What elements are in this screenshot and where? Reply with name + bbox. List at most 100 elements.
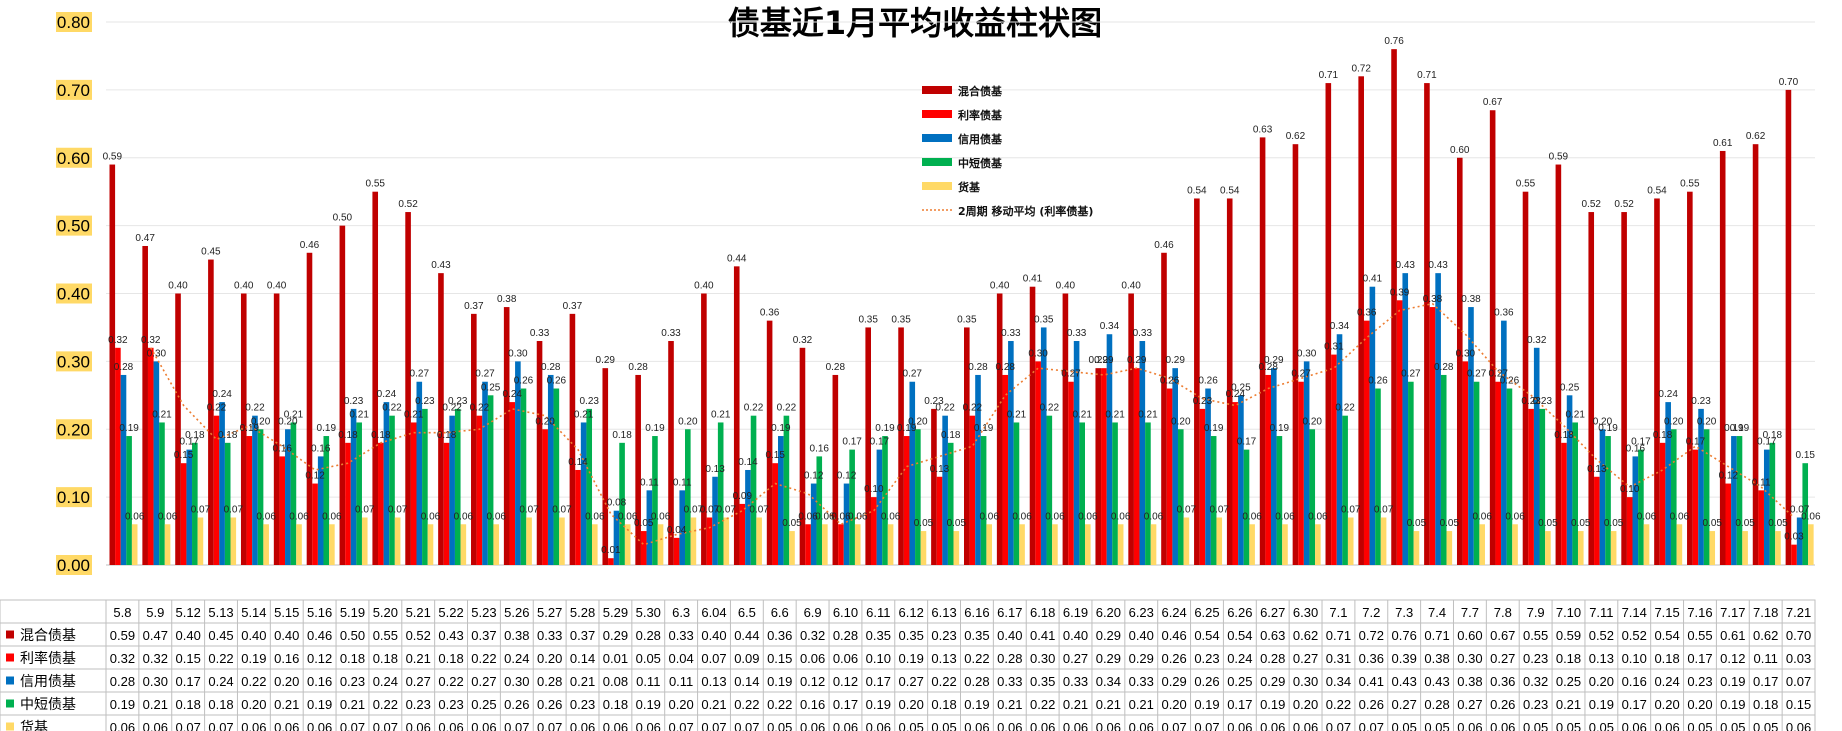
bar <box>186 449 193 565</box>
data-label: 0.33 <box>530 328 550 339</box>
data-label: 0.20 <box>535 416 555 427</box>
x-tick-label: 6.12 <box>899 605 924 620</box>
bar <box>1512 524 1518 565</box>
bar <box>1495 381 1502 565</box>
bar <box>1522 191 1529 565</box>
bar <box>1270 368 1277 565</box>
bar <box>1528 408 1534 565</box>
bar <box>1232 402 1239 565</box>
bar <box>257 429 264 565</box>
data-label: 0.07 <box>717 504 737 515</box>
table-cell: 0.05 <box>1687 720 1712 731</box>
table-cell: 0.46 <box>1161 628 1186 643</box>
x-tick-label: 5.14 <box>241 605 266 620</box>
bar <box>1479 524 1485 565</box>
legend-label: 信用债基 <box>958 132 1003 146</box>
table-cell: 0.29 <box>603 628 628 643</box>
bar <box>1331 354 1337 565</box>
table-cell: 0.76 <box>1392 628 1417 643</box>
x-tick-label: 5.15 <box>274 605 299 620</box>
table-cell: 0.20 <box>241 697 266 712</box>
bar <box>1796 517 1803 565</box>
table-cell: 0.22 <box>767 697 792 712</box>
table-cell: 0.38 <box>504 628 529 643</box>
data-label: 0.38 <box>1461 294 1481 305</box>
x-tick-label: 5.12 <box>176 605 201 620</box>
data-label: 0.05 <box>1735 518 1755 529</box>
bar <box>471 313 477 565</box>
data-label: 0.16 <box>810 443 830 454</box>
data-label: 0.12 <box>837 471 857 482</box>
data-label: 0.05 <box>1768 518 1788 529</box>
bar <box>1506 388 1513 565</box>
table-cell: 0.05 <box>767 720 792 731</box>
data-label: 0.45 <box>201 247 221 258</box>
bar <box>602 368 609 565</box>
data-label: 0.55 <box>365 179 385 190</box>
table-cell: 0.05 <box>1720 720 1745 731</box>
y-tick-highlight <box>56 283 92 304</box>
data-label: 0.07 <box>355 504 375 515</box>
y-tick-label: 0.00 <box>57 556 90 575</box>
data-label: 0.06 <box>322 511 342 522</box>
data-label: 0.19 <box>897 423 917 434</box>
table-cell: 0.21 <box>340 697 365 712</box>
bar <box>131 524 138 565</box>
x-tick-label: 7.14 <box>1622 605 1647 620</box>
data-label: 0.07 <box>749 504 769 515</box>
data-label: 0.23 <box>344 396 364 407</box>
table-cell: 0.07 <box>1194 720 1219 731</box>
data-label: 0.11 <box>1752 477 1771 488</box>
legend-swatch <box>922 134 952 142</box>
table-cell: 0.26 <box>1490 697 1515 712</box>
bar <box>180 463 187 565</box>
data-label: 0.32 <box>141 335 161 346</box>
data-label: 0.06 <box>1078 511 1098 522</box>
table-cell: 0.26 <box>1359 697 1384 712</box>
data-label: 0.22 <box>744 403 764 414</box>
bar <box>1709 531 1716 565</box>
table-cell: 0.33 <box>1063 674 1088 689</box>
bar <box>1489 110 1496 566</box>
bar <box>1725 483 1732 565</box>
bar <box>816 456 823 565</box>
table-cell: 0.07 <box>176 720 201 731</box>
bar <box>903 436 910 565</box>
bar <box>996 293 1003 565</box>
bar <box>1643 524 1650 565</box>
bar <box>1659 442 1666 565</box>
bar <box>372 191 379 565</box>
table-cell: 0.19 <box>1720 697 1745 712</box>
table-cell: 0.34 <box>1096 674 1121 689</box>
legend-label: 2周期 移动平均 (利率债基) <box>958 204 1093 218</box>
table-cell: 0.28 <box>110 674 135 689</box>
bar <box>515 361 521 566</box>
data-label: 0.06 <box>1144 511 1164 522</box>
table-cell: 0.41 <box>1030 628 1055 643</box>
data-label: 0.29 <box>1094 355 1114 366</box>
data-label: 0.26 <box>547 376 567 387</box>
x-tick-label: 7.17 <box>1720 605 1745 620</box>
bar <box>690 517 697 565</box>
bar <box>619 442 625 565</box>
bar <box>1533 347 1540 565</box>
data-label: 0.27 <box>475 369 495 380</box>
bar <box>1692 449 1699 565</box>
table-cell: 0.12 <box>1720 651 1745 666</box>
data-label: 0.61 <box>1713 138 1733 149</box>
data-label: 0.23 <box>415 396 435 407</box>
data-label: 0.27 <box>1291 369 1311 380</box>
bar <box>1808 524 1814 565</box>
bar <box>947 442 954 565</box>
table-cell: 0.23 <box>438 697 463 712</box>
x-tick-label: 6.19 <box>1063 605 1088 620</box>
data-label: 0.55 <box>1680 179 1700 190</box>
table-cell: 0.32 <box>110 651 135 666</box>
bar <box>1539 408 1546 565</box>
data-label: 0.24 <box>212 389 232 400</box>
data-label: 0.05 <box>914 518 934 529</box>
bar <box>164 524 171 565</box>
bar <box>1035 361 1041 566</box>
data-label: 0.54 <box>1220 185 1240 196</box>
bar <box>197 517 204 565</box>
